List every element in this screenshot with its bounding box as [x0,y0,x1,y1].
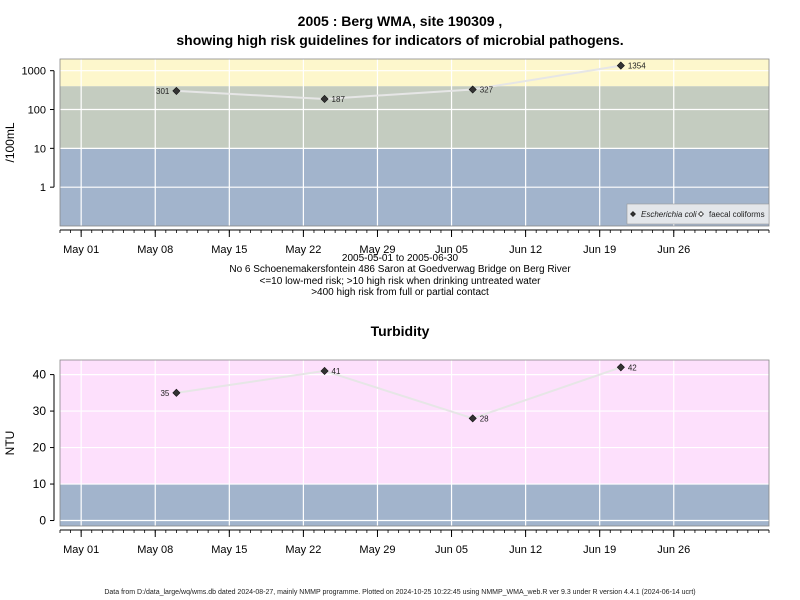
chart2-y-tick-label: 30 [33,404,47,418]
chart2-x-tick-label: Jun 26 [657,544,690,556]
chart-title-line1: 2005 : Berg WMA, site 190309 , [297,13,503,29]
chart2-x-tick-label: May 01 [63,544,99,556]
chart2-y-tick-label: 40 [33,368,47,382]
chart2-y-tick-label: 20 [33,441,47,455]
chart2-data-point [320,366,329,375]
chart1-x-tick-label: Jun 26 [657,244,690,256]
chart1-data-label: 1354 [628,62,646,71]
caption-risk-guideline-drinking: <=10 low-med risk; >10 high risk when dr… [259,276,541,287]
legend-entry-label: Escherichia coli [641,210,697,219]
chart2-x-tick-label: Jun 12 [509,544,542,556]
chart1-y-tick-label: 100 [28,105,46,117]
legend-filled-diamond-icon [630,211,636,217]
chart1-risk-band-3 [60,59,769,87]
chart2-y-axis-label: NTU [3,431,17,456]
chart1-data-point [616,61,625,70]
chart1-data-label: 301 [156,87,170,96]
chart-title-line2: showing high risk guidelines for indicat… [176,32,624,48]
chart1-risk-band-2 [60,86,769,149]
turbidity-chart-title: Turbidity [370,323,430,339]
chart2-x-tick-label: May 29 [359,544,395,556]
chart2-data-point [468,414,477,423]
chart1-x-tick-label: May 15 [211,244,247,256]
chart2-data-label: 35 [160,389,169,398]
chart2-data-label: 41 [332,367,341,376]
chart1-x-tick-label: Jun 12 [509,244,542,256]
chart1-x-tick-label: May 01 [63,244,99,256]
chart2-y-tick-label: 10 [33,477,47,491]
chart2-risk-band-2 [60,360,769,485]
chart2-x-tick-label: Jun 05 [435,544,468,556]
chart1-y-tick-label: 1000 [22,66,46,78]
chart1-x-tick-label: May 22 [285,244,321,256]
caption-risk-guideline-contact: >400 high risk from full or partial cont… [311,287,489,298]
chart1-data-label: 327 [480,86,494,95]
chart1-legend-box [626,203,770,225]
chart1-y-tick-label: 1 [40,182,46,194]
chart2-data-point [172,388,181,397]
chart1-data-label: 187 [332,95,346,104]
chart2-x-tick-label: May 15 [211,544,247,556]
chart2-data-label: 28 [480,414,489,423]
chart1-data-point [320,94,329,103]
chart1-x-tick-label: Jun 19 [583,244,616,256]
chart2-series-line [176,366,622,420]
caption-site-description: No 6 Schoenemakersfontein 486 Saron at G… [229,264,571,275]
chart2-data-point [616,363,625,372]
caption-date-range: 2005-05-01 to 2005-06-30 [341,253,459,264]
legend-open-diamond-icon [698,211,704,217]
chart2-y-tick-label: 0 [39,514,46,528]
chart2-plot-frame [59,359,770,527]
legend-entry-label: faecal coliforms [709,210,765,219]
data-source-footer: Data from D:/data_large/wq/wms.db dated … [104,589,696,596]
chart1-y-tick-label: 10 [34,143,46,155]
chart1-data-point [172,86,181,95]
chart2-data-label: 42 [628,363,637,372]
chart1-x-tick-label: May 29 [359,244,395,256]
chart1-x-tick-label: Jun 05 [435,244,468,256]
chart2-x-tick-label: Jun 19 [583,544,616,556]
chart1-y-axis-label: /100mL [3,122,17,162]
chart1-data-point [468,85,477,94]
chart1-x-tick-label: May 08 [137,244,173,256]
chart2-x-tick-label: May 22 [285,544,321,556]
chart2-x-tick-label: May 08 [137,544,173,556]
chart1-plot-frame [59,58,770,227]
chart1-series-line [176,64,622,100]
chart2-risk-band-1 [60,484,769,526]
